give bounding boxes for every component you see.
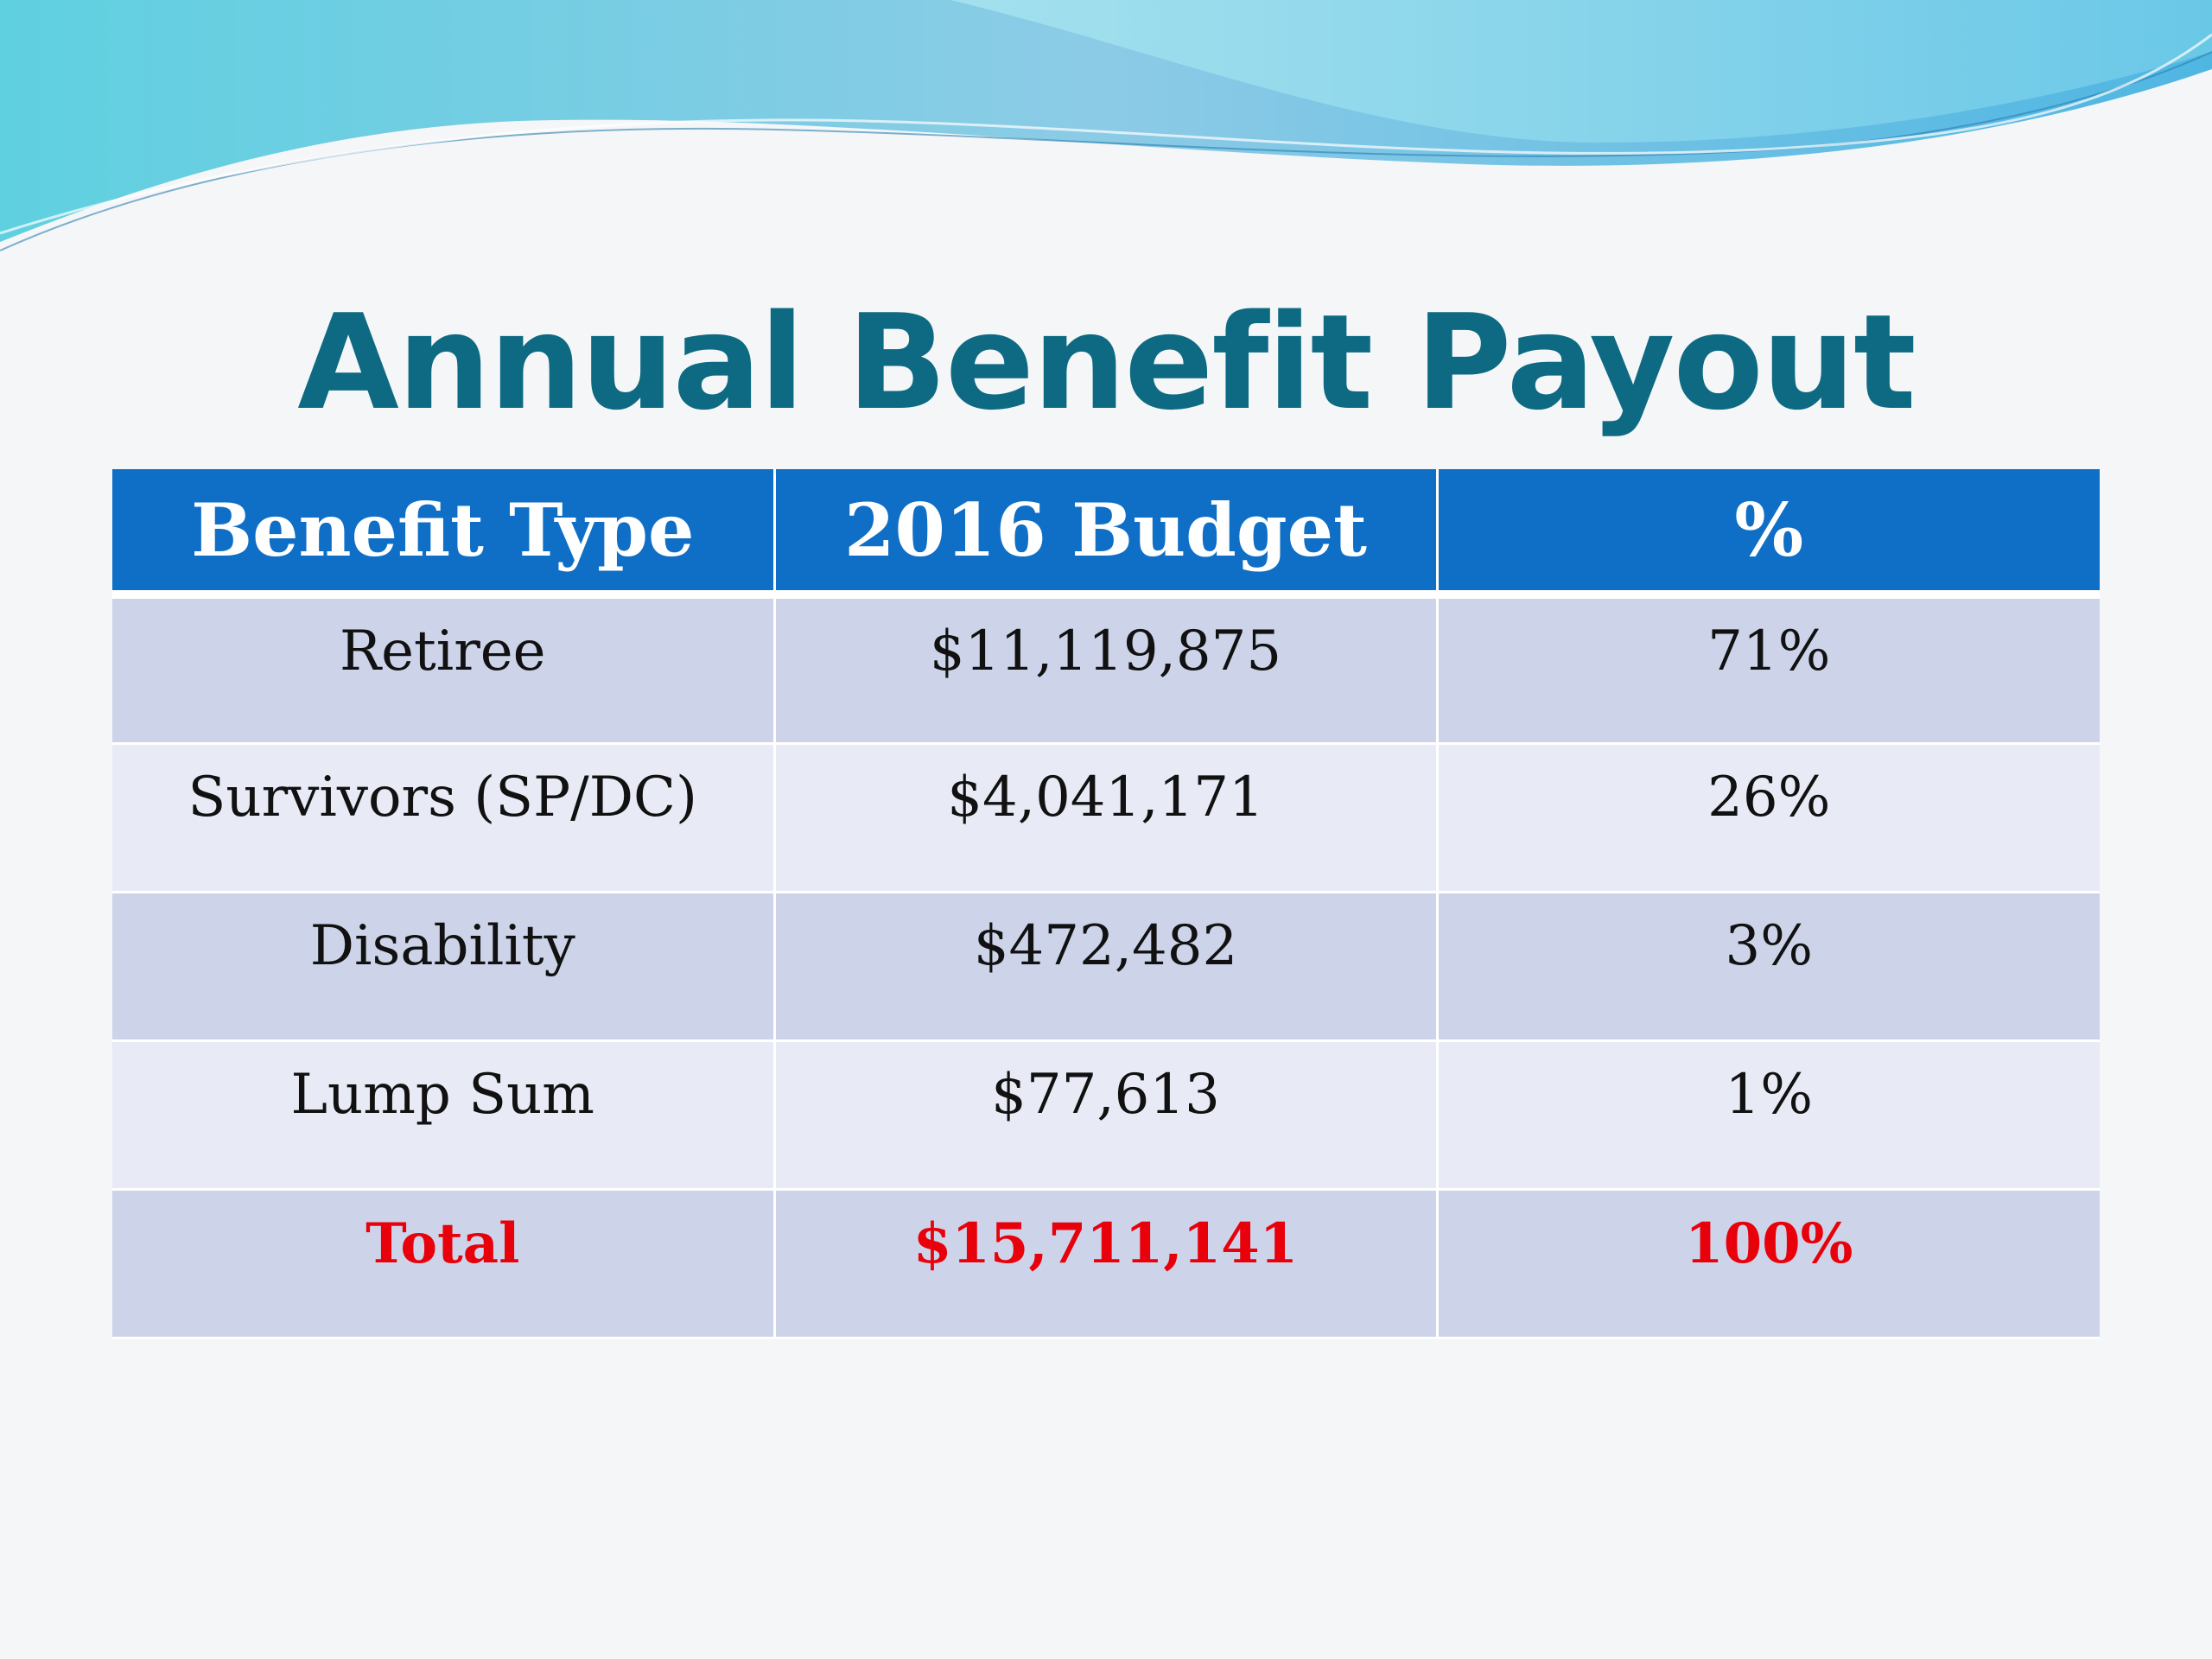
total-row: Total $15,711,141 100% xyxy=(112,1187,2100,1339)
percent-cell: 26% xyxy=(1435,741,2100,893)
slide-title: Annual Benefit Payout xyxy=(297,286,1916,439)
table-header-row: Benefit Type 2016 Budget % xyxy=(112,469,2100,599)
budget-cell: $4,041,171 xyxy=(772,741,1439,893)
benefit-type-cell: Retiree xyxy=(112,593,776,745)
table-row: Disability $472,482 3% xyxy=(112,890,2100,1042)
total-label-cell: Total xyxy=(112,1187,776,1339)
total-percent-cell: 100% xyxy=(1435,1187,2100,1339)
benefit-type-cell: Lump Sum xyxy=(112,1039,776,1191)
benefit-payout-table: Benefit Type 2016 Budget % Retiree $11,1… xyxy=(112,469,2100,1339)
table-row: Survivors (SP/DC) $4,041,171 26% xyxy=(112,741,2100,893)
benefit-type-cell: Disability xyxy=(112,890,776,1042)
benefit-type-cell: Survivors (SP/DC) xyxy=(112,741,776,893)
column-header-budget: 2016 Budget xyxy=(772,469,1439,599)
total-budget-cell: $15,711,141 xyxy=(772,1187,1439,1339)
budget-cell: $11,119,875 xyxy=(772,593,1439,745)
column-header-percent: % xyxy=(1435,469,2100,599)
column-header-benefit-type: Benefit Type xyxy=(112,469,776,599)
percent-cell: 3% xyxy=(1435,890,2100,1042)
percent-cell: 1% xyxy=(1435,1039,2100,1191)
table-row: Retiree $11,119,875 71% xyxy=(112,593,2100,745)
decorative-wave-banner xyxy=(0,0,2212,251)
table-row: Lump Sum $77,613 1% xyxy=(112,1039,2100,1191)
budget-cell: $77,613 xyxy=(772,1039,1439,1191)
percent-cell: 71% xyxy=(1435,593,2100,745)
budget-cell: $472,482 xyxy=(772,890,1439,1042)
